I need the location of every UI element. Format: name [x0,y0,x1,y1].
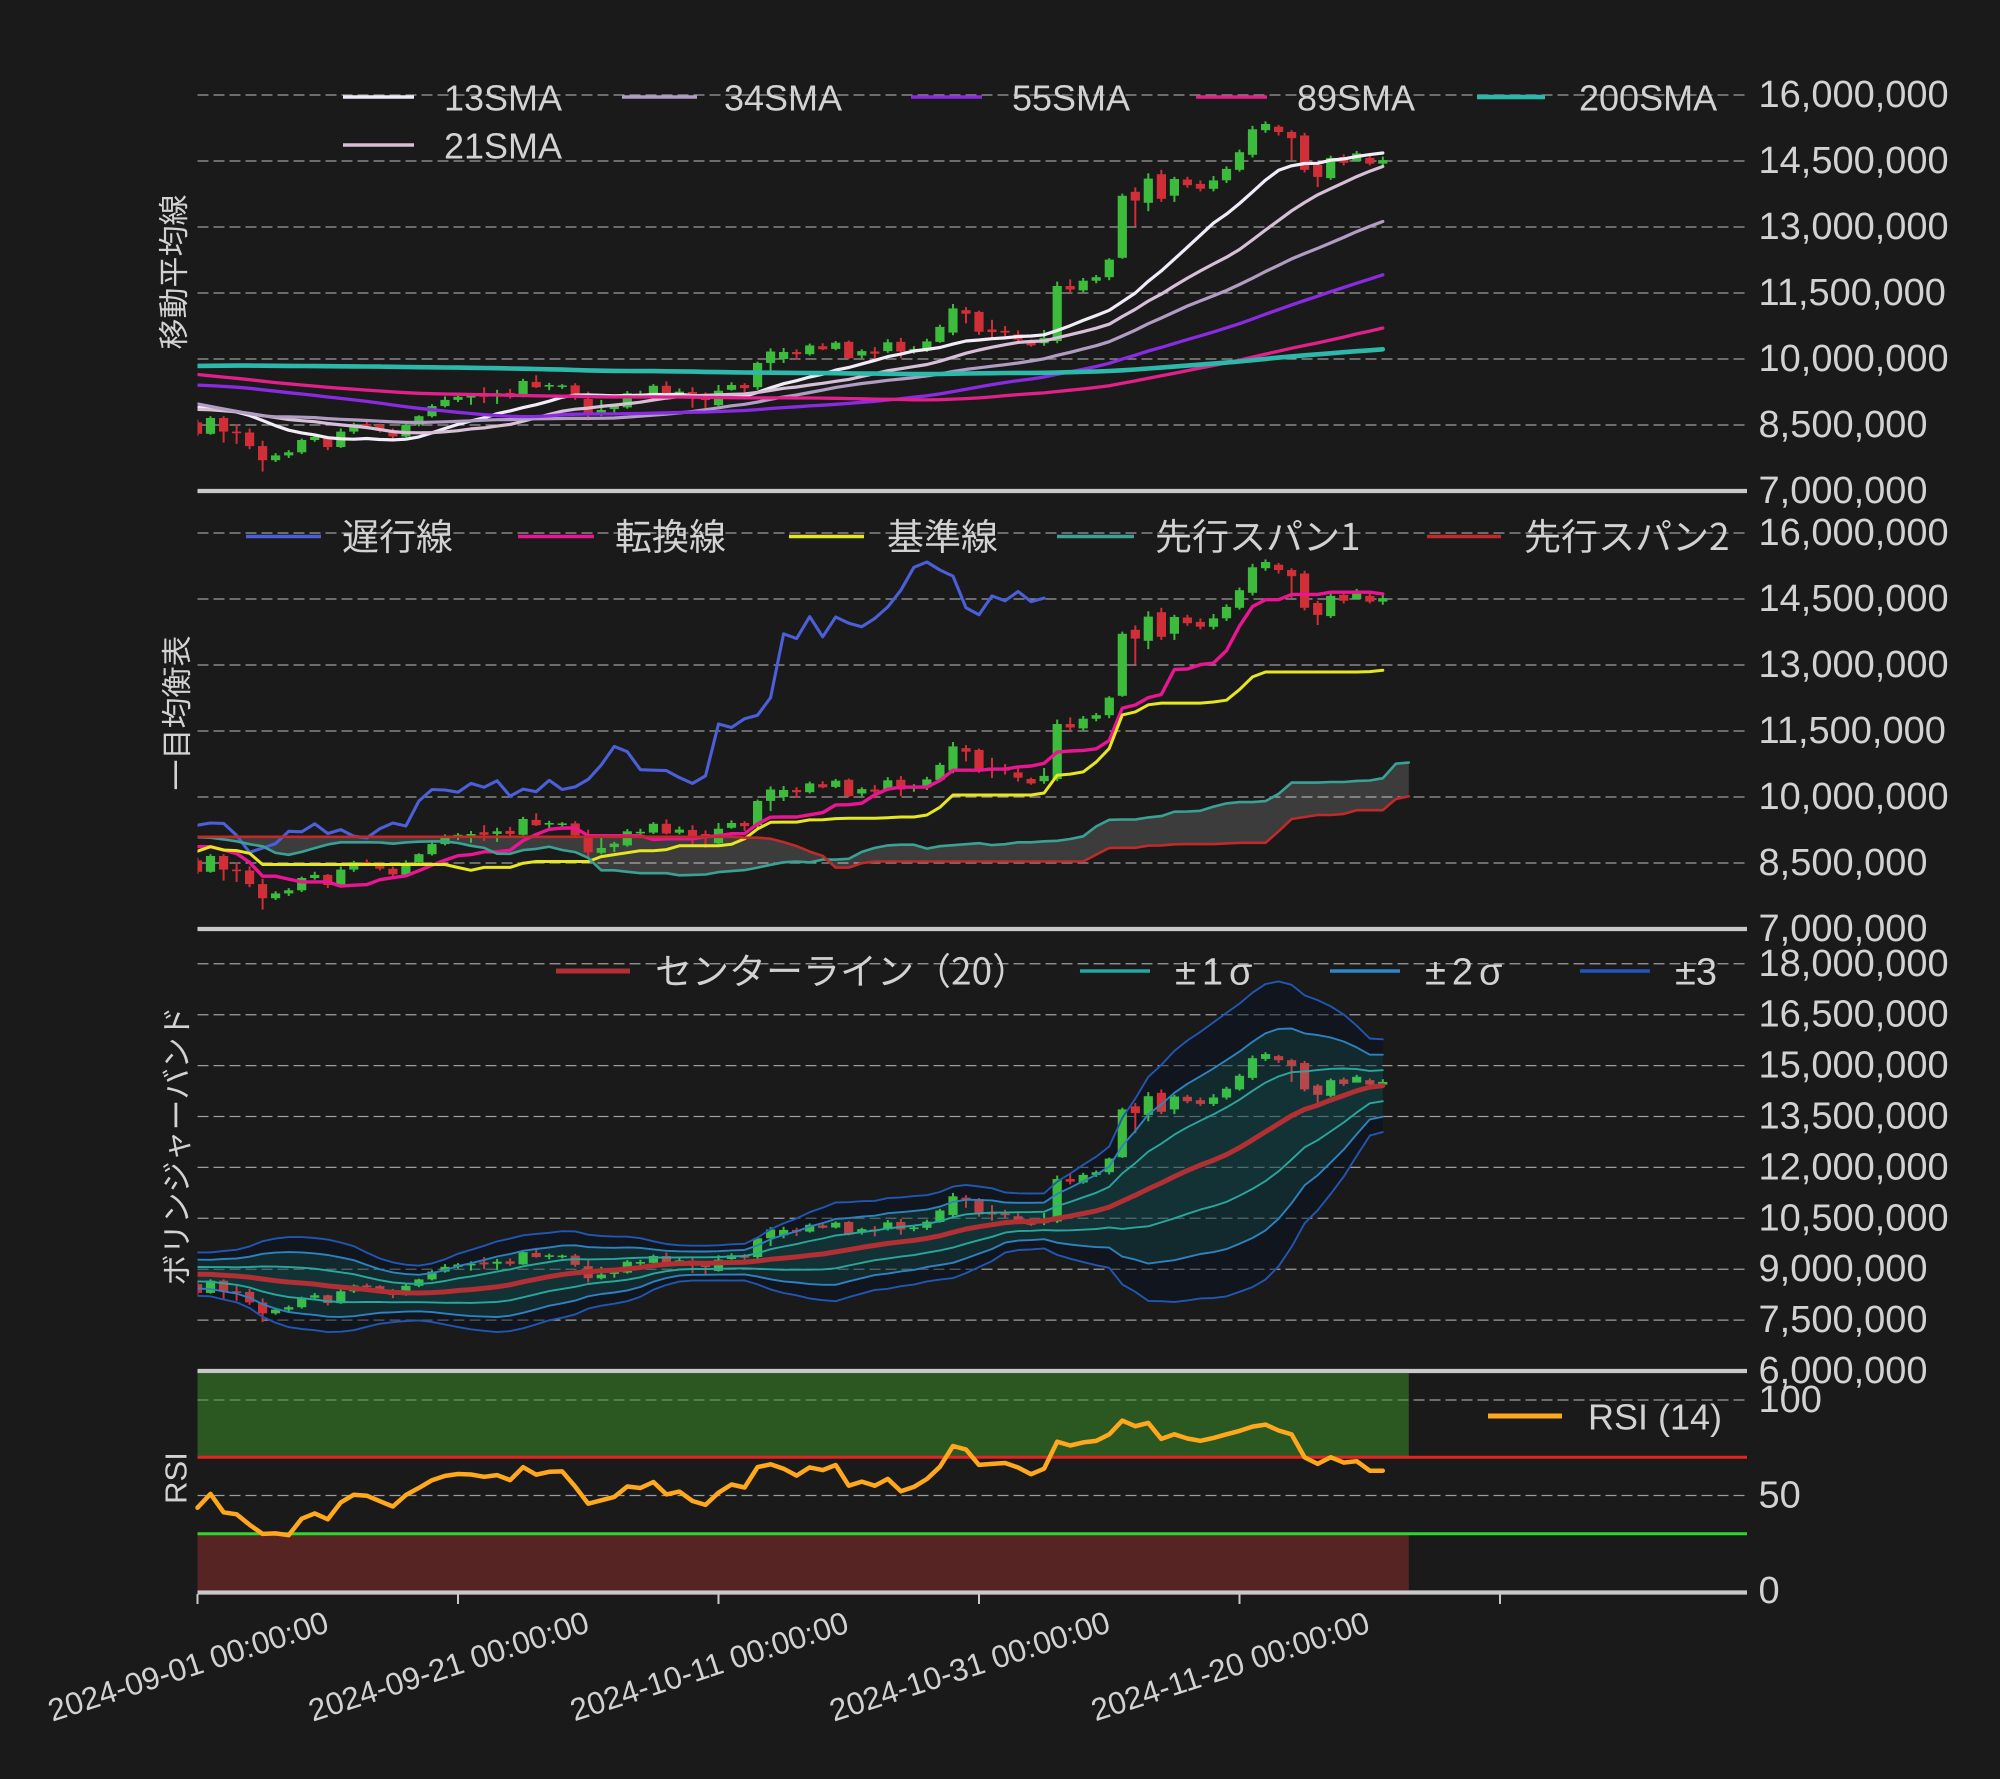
svg-text:55SMA: 55SMA [1012,78,1130,119]
svg-text:±3: ±3 [1675,952,1717,994]
svg-text:15,000,000: 15,000,000 [1759,1045,1949,1087]
svg-text:10,500,000: 10,500,000 [1759,1197,1949,1239]
svg-text:7,000,000: 7,000,000 [1759,908,1928,950]
svg-text:±1σ: ±1σ [1175,952,1258,994]
svg-text:8,500,000: 8,500,000 [1759,404,1928,446]
svg-text:6,000,000: 6,000,000 [1759,1350,1928,1392]
svg-text:11,500,000: 11,500,000 [1759,710,1946,752]
svg-text:11,500,000: 11,500,000 [1759,272,1946,314]
svg-text:9,000,000: 9,000,000 [1759,1248,1928,1290]
svg-text:200SMA: 200SMA [1579,78,1717,119]
svg-text:13SMA: 13SMA [444,78,562,119]
svg-text:34SMA: 34SMA [724,78,842,119]
svg-text:16,000,000: 16,000,000 [1759,74,1949,116]
svg-text:100: 100 [1759,1379,1822,1421]
svg-text:14,500,000: 14,500,000 [1759,140,1949,182]
svg-text:7,000,000: 7,000,000 [1759,470,1928,512]
svg-text:7,500,000: 7,500,000 [1759,1299,1928,1341]
svg-text:14,500,000: 14,500,000 [1759,578,1949,620]
svg-text:50: 50 [1759,1475,1801,1517]
svg-text:12,000,000: 12,000,000 [1759,1146,1949,1188]
svg-text:21SMA: 21SMA [444,126,562,167]
svg-text:16,500,000: 16,500,000 [1759,994,1949,1036]
svg-text:16,000,000: 16,000,000 [1759,512,1949,554]
svg-text:13,500,000: 13,500,000 [1759,1096,1949,1138]
svg-text:18,000,000: 18,000,000 [1759,943,1949,985]
svg-text:RSI: RSI [159,1452,194,1504]
svg-text:8,500,000: 8,500,000 [1759,842,1928,884]
svg-text:0: 0 [1759,1570,1780,1612]
svg-text:89SMA: 89SMA [1297,78,1415,119]
svg-text:13,000,000: 13,000,000 [1759,644,1949,686]
svg-text:10,000,000: 10,000,000 [1759,776,1949,818]
svg-text:13,000,000: 13,000,000 [1759,206,1949,248]
svg-text:±2σ: ±2σ [1425,952,1508,994]
svg-text:RSI (14): RSI (14) [1588,1397,1722,1438]
svg-text:10,000,000: 10,000,000 [1759,338,1949,380]
